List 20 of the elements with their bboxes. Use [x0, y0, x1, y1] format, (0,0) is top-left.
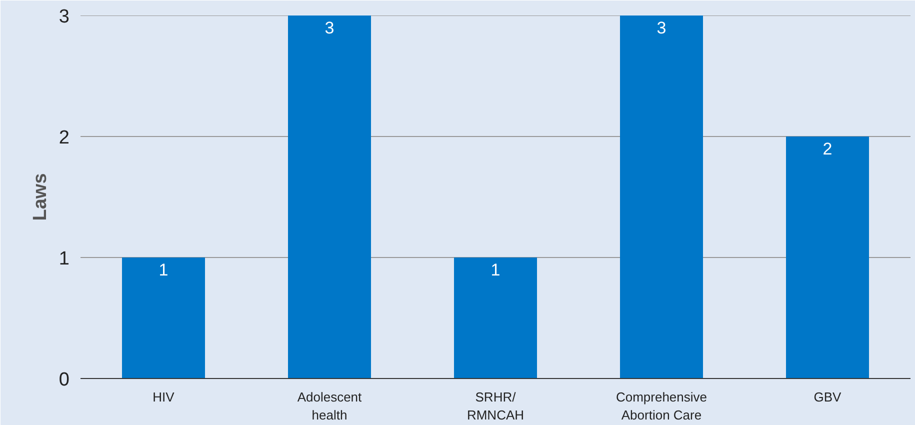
x-tick-label: GBV — [814, 390, 842, 404]
y-tick-label: 2 — [58, 128, 70, 148]
x-tick-label: SRHR/ RMNCAH — [466, 390, 524, 422]
y-axis-title: Laws — [30, 173, 51, 221]
bar — [122, 258, 205, 378]
x-tick-label: Adolescent health — [297, 390, 362, 422]
bar — [786, 136, 869, 378]
data-label: 1 — [490, 260, 500, 280]
bar — [454, 258, 537, 378]
data-label: 3 — [324, 18, 334, 38]
data-label: 1 — [158, 260, 168, 280]
y-tick-label: 1 — [58, 248, 70, 270]
data-label: 2 — [822, 140, 832, 158]
x-tick-label: Comprehensive Abortion Care — [616, 390, 708, 422]
bar — [288, 16, 371, 378]
x-tick-label: HIV — [152, 390, 175, 404]
y-tick-label: 0 — [58, 370, 70, 390]
y-tick-label: 3 — [58, 6, 70, 28]
data-label: 3 — [656, 18, 666, 38]
bar — [620, 16, 703, 378]
